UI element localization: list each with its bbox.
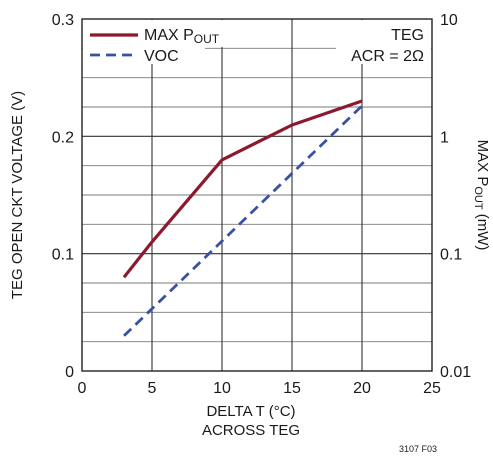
left-tick-label: 0.2 <box>52 129 74 146</box>
x-tick-label: 15 <box>283 380 301 397</box>
y-axis-right-label-main: MAX P <box>474 140 491 187</box>
right-tick-label: 0.01 <box>440 364 471 381</box>
left-tick-label: 0 <box>65 364 74 381</box>
legend: MAX POUT VOC <box>90 27 220 65</box>
x-tick-label: 0 <box>78 380 87 397</box>
y-axis-right-label: MAX POUT (mW) <box>472 140 491 251</box>
figure-id: 3107 F03 <box>399 444 437 454</box>
x-axis-ticks: 0 5 10 15 20 25 <box>78 380 441 397</box>
major-gridlines <box>82 19 432 371</box>
y-axis-right-label-sub: OUT <box>472 186 484 210</box>
legend-backdrop-mid <box>212 20 288 47</box>
legend-label-max-pout-sub: OUT <box>194 32 220 46</box>
plot-frame <box>81 18 433 372</box>
x-tick-label: 20 <box>353 380 371 397</box>
series-line-max-pout <box>122 99 363 279</box>
legend-backdrop-left <box>83 20 205 64</box>
annotation-acr: ACR = 2Ω <box>351 48 424 65</box>
legend-label-max-pout-main: MAX P <box>144 27 194 44</box>
annotation-teg: TEG <box>391 27 424 44</box>
x-axis-label-line-2: ACROSS TEG <box>202 422 300 439</box>
right-axis-ticks: 0.01 0.1 1 10 <box>440 12 471 381</box>
left-axis-ticks: 0 0.1 0.2 0.3 <box>52 12 74 381</box>
minor-gridlines <box>82 47 432 343</box>
x-tick-label: 25 <box>423 380 441 397</box>
right-tick-label: 10 <box>440 12 458 29</box>
legend-label-max-pout: MAX POUT <box>144 27 220 46</box>
right-tick-label: 0.1 <box>440 247 462 264</box>
left-tick-label: 0.1 <box>52 247 74 264</box>
legend-backdrop-right <box>336 20 431 64</box>
x-tick-label: 5 <box>148 380 157 397</box>
legend-label-voc: VOC <box>144 48 179 65</box>
legend-backdrop <box>83 20 431 64</box>
series-layer <box>122 99 363 337</box>
left-tick-label: 0.3 <box>52 12 74 29</box>
x-axis-label-line-1: DELTA T (°C) <box>206 403 295 420</box>
right-tick-label: 1 <box>440 129 449 146</box>
y-axis-left-label: TEG OPEN CKT VOLTAGE (V) <box>9 91 26 299</box>
y-axis-right-label-unit: (mW) <box>474 210 491 251</box>
x-tick-label: 10 <box>213 380 231 397</box>
series-line-voc <box>123 104 363 337</box>
